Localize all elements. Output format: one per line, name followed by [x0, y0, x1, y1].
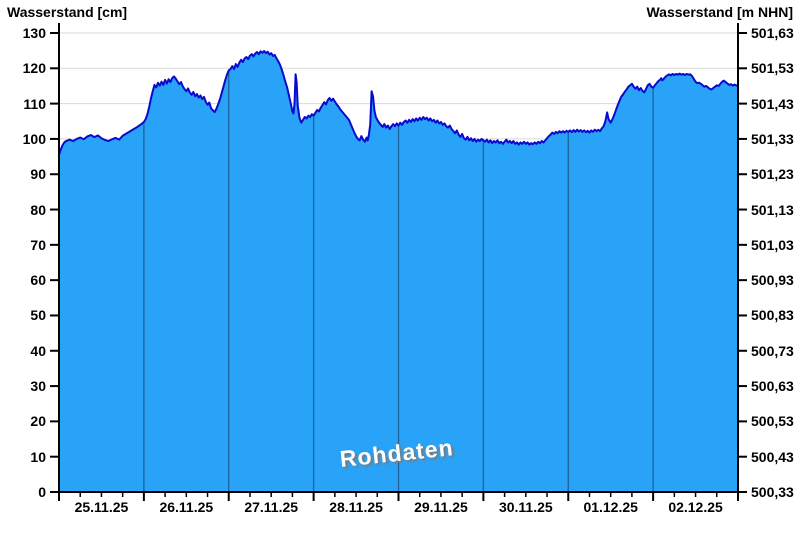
water-level-line — [58, 50, 739, 156]
y-axis-left-tick-label: 40 — [30, 342, 46, 359]
x-axis-day-label: 02.12.25 — [668, 499, 723, 515]
y-axis-left-tick-label: 80 — [30, 201, 46, 218]
y-axis-right-tick-label: 500,33 — [751, 484, 794, 500]
right-axis-title: Wasserstand [m NHN] — [646, 4, 793, 20]
x-axis-day-label: 29.11.25 — [414, 499, 468, 515]
y-axis-right-tick-label: 500,73 — [751, 342, 794, 359]
y-axis-right-tick-label: 501,63 — [751, 25, 794, 41]
y-axis-left-tick-label: 120 — [22, 60, 46, 77]
left-axis-title: Wasserstand [cm] — [7, 4, 128, 20]
y-axis-right-tick-label: 500,83 — [751, 307, 794, 324]
y-axis-left-tick-label: 100 — [22, 130, 46, 147]
y-axis-left-tick-label: 60 — [30, 272, 46, 289]
y-axis-right-tick-label: 500,93 — [751, 272, 794, 289]
y-axis-right-tick-label: 500,63 — [751, 378, 794, 395]
y-axis-right-tick-label: 501,13 — [751, 201, 794, 218]
y-axis-right-tick-label: 501,43 — [751, 95, 794, 112]
y-axis-left-tick-label: 50 — [30, 307, 46, 324]
y-axis-left-tick-label: 20 — [30, 413, 46, 430]
y-axis-left-tick-label: 10 — [30, 448, 46, 465]
x-axis-day-label: 30.11.25 — [498, 499, 553, 515]
y-axis-right-tick-label: 501,23 — [751, 166, 794, 183]
y-axis-left-tick-label: 70 — [30, 236, 46, 253]
y-axis-left-tick-label: 130 — [22, 25, 46, 41]
y-axis-left-tick-label: 0 — [38, 484, 46, 500]
y-axis-left-tick-label: 30 — [30, 378, 46, 395]
y-axis-right-tick-label: 501,33 — [751, 130, 794, 147]
x-axis-day-label: 27.11.25 — [244, 499, 299, 515]
y-axis-right-tick-label: 501,53 — [751, 60, 794, 77]
x-axis-day-label: 01.12.25 — [583, 499, 638, 515]
y-axis-right-tick-label: 501,03 — [751, 236, 794, 253]
y-axis-left-tick-label: 90 — [30, 166, 46, 183]
y-axis-right-tick-label: 500,43 — [751, 448, 794, 465]
x-axis-day-label: 26.11.25 — [159, 499, 214, 515]
x-axis-day-label: 28.11.25 — [329, 499, 383, 515]
y-axis-left-tick-label: 110 — [23, 95, 46, 112]
y-axis-right-tick-label: 500,53 — [751, 413, 794, 430]
x-axis-day-label: 25.11.25 — [74, 499, 129, 515]
